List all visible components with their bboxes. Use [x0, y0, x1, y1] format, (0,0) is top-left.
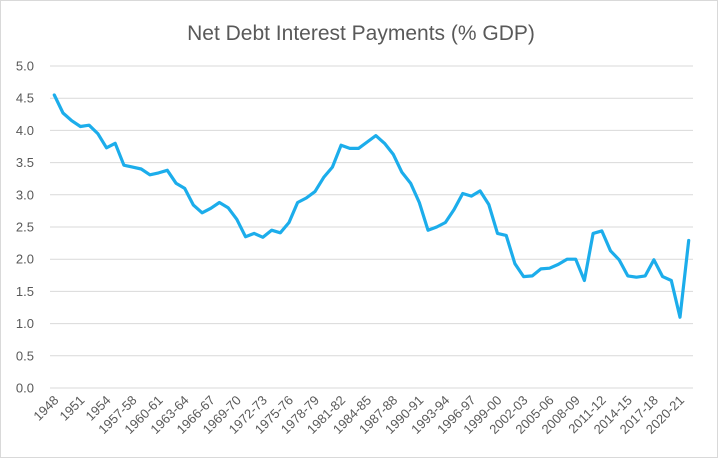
- y-tick-label: 1.5: [16, 284, 34, 299]
- y-tick-label: 2.5: [16, 220, 34, 235]
- gridlines: [50, 65, 693, 389]
- y-tick-label: 4.5: [16, 91, 34, 106]
- y-tick-label: 0.0: [16, 381, 34, 396]
- y-tick-label: 2.0: [16, 252, 34, 267]
- y-tick-label: 0.5: [16, 348, 34, 363]
- y-tick-label: 3.0: [16, 187, 34, 202]
- series-line: [52, 93, 691, 319]
- y-tick-label: 4.0: [16, 123, 34, 138]
- y-axis-tick-labels: 0.0 0.5 1.0 1.5 2.0 2.5 3.0 3.5 4.0 4.5 5.0: [16, 59, 34, 396]
- y-tick-label: 1.0: [16, 316, 34, 331]
- x-tick-label: 1948: [30, 393, 61, 424]
- chart-title: Net Debt Interest Payments (% GDP): [187, 22, 535, 45]
- series-layer: [52, 93, 691, 319]
- x-tick-label: 1951: [56, 393, 87, 424]
- y-tick-label: 3.5: [16, 155, 34, 170]
- y-tick-label: 5.0: [16, 59, 34, 74]
- x-axis-tick-labels: 1948195119541957-581960-611963-641966-67…: [30, 393, 687, 437]
